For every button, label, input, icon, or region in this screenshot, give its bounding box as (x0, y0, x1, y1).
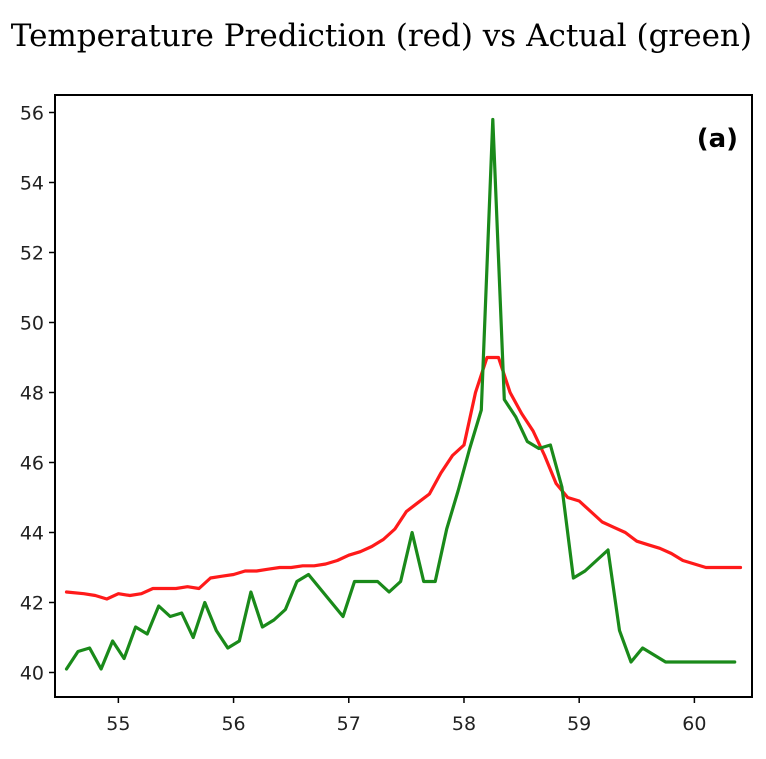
y-tick-label: 48 (20, 383, 44, 405)
x-tick-label: 58 (452, 713, 476, 735)
series-line-green (64, 117, 737, 671)
series-line-red (64, 355, 743, 601)
panel-label: (a) (697, 124, 738, 154)
y-tick-label: 40 (20, 663, 44, 685)
chart-title: Temperature Prediction (red) vs Actual (… (10, 18, 752, 54)
y-tick-label: 54 (20, 173, 44, 195)
x-tick-label: 56 (221, 713, 245, 735)
y-tick-label: 46 (20, 453, 44, 475)
y-tick-label: 56 (20, 103, 44, 125)
x-tick-label: 59 (567, 713, 591, 735)
plot-area-frame (54, 94, 753, 698)
y-tick-label: 50 (20, 313, 44, 335)
x-tick-label: 60 (682, 713, 706, 735)
y-tick-label: 52 (20, 243, 44, 265)
y-tick-label: 42 (20, 593, 44, 615)
y-tick-label: 44 (20, 523, 44, 545)
x-tick-label: 57 (337, 713, 361, 735)
x-tick-label: 55 (106, 713, 130, 735)
